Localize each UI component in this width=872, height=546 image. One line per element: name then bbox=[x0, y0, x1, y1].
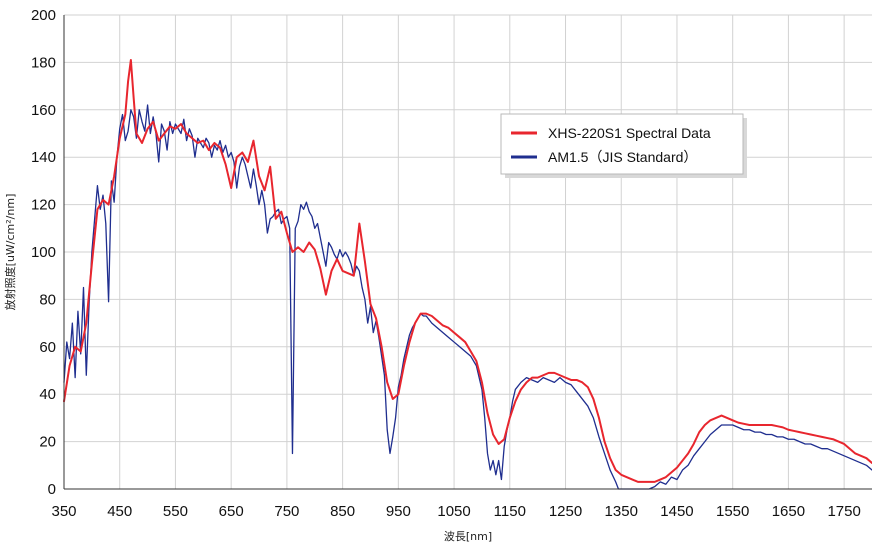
x-tick-label: 550 bbox=[163, 503, 188, 520]
y-tick-label: 40 bbox=[39, 386, 56, 403]
x-tick-label: 850 bbox=[330, 503, 355, 520]
x-tick-label: 1750 bbox=[827, 503, 860, 520]
x-axis-title: 波長[nm] bbox=[444, 530, 492, 543]
x-tick-label: 1350 bbox=[605, 503, 638, 520]
legend-label-am15: AM1.5（JIS Standard） bbox=[548, 149, 697, 165]
y-tick-label: 20 bbox=[39, 434, 56, 451]
legend: XHS-220S1 Spectral Data AM1.5（JIS Standa… bbox=[500, 113, 747, 178]
x-tick-label: 1550 bbox=[716, 503, 749, 520]
y-tick-label: 0 bbox=[48, 481, 56, 498]
x-tick-label: 1150 bbox=[494, 503, 526, 520]
x-tick-label: 1050 bbox=[437, 503, 470, 520]
x-tick-label: 450 bbox=[107, 503, 132, 520]
x-tick-label: 1250 bbox=[549, 503, 582, 520]
tick-labels: 0 20 40 60 80 100 120 140 160 180 200 350 450 550 650 7… bbox=[31, 7, 861, 520]
axes bbox=[63, 15, 872, 490]
y-tick-label: 160 bbox=[31, 102, 56, 119]
x-tick-label: 1650 bbox=[772, 503, 805, 520]
y-tick-label: 100 bbox=[31, 244, 56, 261]
legend-box bbox=[500, 113, 744, 175]
y-tick-label: 200 bbox=[31, 7, 56, 24]
x-tick-label: 650 bbox=[219, 503, 244, 520]
x-tick-label: 750 bbox=[274, 503, 299, 520]
y-tick-label: 120 bbox=[31, 197, 56, 214]
y-tick-label: 180 bbox=[31, 54, 56, 71]
y-axis-title: 放射照度[uW/cm²/nm] bbox=[3, 194, 17, 311]
y-tick-label: 140 bbox=[31, 149, 56, 166]
x-tick-label: 350 bbox=[51, 503, 76, 520]
y-tick-label: 80 bbox=[39, 291, 56, 308]
legend-label-xhs-220s1: XHS-220S1 Spectral Data bbox=[548, 125, 711, 141]
grid-lines bbox=[64, 14, 872, 489]
series-layer bbox=[63, 59, 872, 490]
y-tick-label: 60 bbox=[39, 339, 56, 356]
x-tick-label: 950 bbox=[386, 503, 411, 520]
series-line-xhs-220s1 bbox=[63, 59, 872, 483]
x-tick-label: 1450 bbox=[660, 503, 693, 520]
